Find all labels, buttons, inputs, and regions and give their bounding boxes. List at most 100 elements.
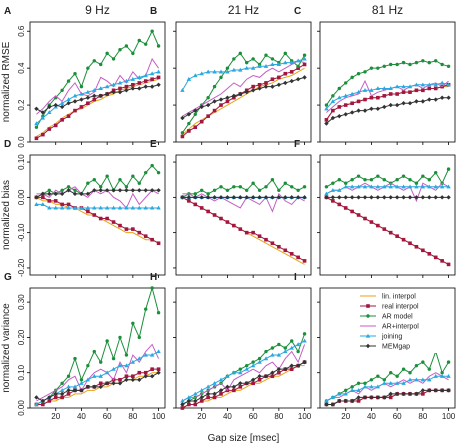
data-point [446, 262, 451, 267]
data-point [143, 188, 148, 193]
data-point [277, 75, 281, 80]
data-point [394, 102, 400, 108]
x-tick-label: 80 [418, 412, 427, 421]
data-point [330, 395, 336, 400]
data-point [369, 66, 374, 70]
data-point [98, 216, 103, 221]
data-point [401, 90, 406, 94]
data-point [270, 77, 275, 82]
data-point [117, 381, 123, 386]
x-tick-label: 60 [249, 412, 258, 421]
data-point [98, 188, 103, 193]
data-point [407, 391, 413, 397]
data-point [257, 64, 262, 68]
data-point [199, 104, 204, 110]
data-point [414, 195, 419, 200]
data-point [251, 181, 255, 185]
plot-frame [175, 287, 312, 409]
data-point [218, 388, 224, 393]
data-point [344, 388, 348, 393]
data-point [231, 93, 237, 99]
data-point [137, 370, 142, 375]
y-tick-label: 0.2 [17, 99, 26, 111]
data-point [225, 66, 230, 70]
x-tick-label: 20 [341, 412, 350, 421]
panel-letter: F [294, 139, 300, 150]
x-tick-label: 40 [367, 412, 376, 421]
data-point [414, 99, 419, 104]
data-point [199, 399, 204, 403]
data-point [362, 384, 368, 389]
data-point [356, 195, 361, 200]
data-point [60, 188, 64, 192]
data-point [238, 195, 243, 200]
data-point [219, 75, 223, 80]
data-point [143, 234, 148, 238]
data-point [388, 92, 393, 96]
data-point [427, 97, 432, 102]
data-point [270, 195, 275, 200]
data-point [117, 188, 123, 193]
data-point [343, 93, 348, 98]
data-point [85, 95, 91, 100]
x-tick-label: 40 [77, 412, 86, 421]
series-line [182, 60, 305, 117]
data-point [350, 75, 354, 80]
data-point [330, 187, 336, 192]
data-point [244, 65, 249, 70]
data-point [414, 391, 419, 397]
data-point [66, 97, 71, 102]
data-point [394, 184, 400, 189]
data-point [427, 60, 431, 65]
data-point [337, 391, 342, 396]
series-lin-interpol [36, 78, 159, 137]
data-point [193, 195, 198, 200]
data-point [277, 188, 281, 192]
data-point [131, 227, 135, 231]
plot-frame [319, 287, 456, 409]
data-point [296, 188, 300, 192]
data-point [257, 86, 262, 91]
data-point [156, 188, 161, 193]
x-tick-label: 60 [393, 412, 402, 421]
series-joining [180, 338, 307, 403]
data-point [66, 79, 71, 83]
data-point [111, 205, 116, 210]
data-point [73, 188, 77, 192]
data-point [433, 195, 438, 200]
data-point [206, 192, 210, 196]
data-point [212, 99, 217, 104]
data-point [245, 363, 249, 368]
data-point [446, 95, 451, 100]
data-point [356, 174, 361, 178]
data-point [257, 374, 262, 379]
data-point [388, 184, 393, 189]
data-point [231, 384, 237, 390]
data-point [337, 398, 342, 404]
data-point [232, 185, 236, 189]
data-point [118, 377, 122, 382]
data-point [349, 184, 355, 189]
data-point [369, 88, 374, 92]
data-point [117, 205, 123, 210]
data-point [330, 195, 336, 200]
data-point [276, 352, 282, 357]
data-point [295, 58, 301, 63]
data-point [150, 77, 154, 82]
data-point [66, 188, 71, 193]
data-point [349, 110, 355, 115]
data-point [382, 184, 387, 189]
legend-label: lin. interpol [382, 294, 416, 301]
data-point [296, 255, 300, 260]
y-tick-label: 0.20 [17, 329, 26, 345]
data-point [79, 97, 84, 102]
data-point [199, 71, 204, 76]
data-point [34, 402, 39, 407]
data-point [264, 81, 268, 85]
data-point [302, 359, 307, 365]
series-ar-model [324, 59, 451, 107]
data-point [407, 184, 413, 189]
data-point [34, 202, 39, 207]
series-line [36, 78, 159, 137]
data-point [199, 195, 204, 200]
